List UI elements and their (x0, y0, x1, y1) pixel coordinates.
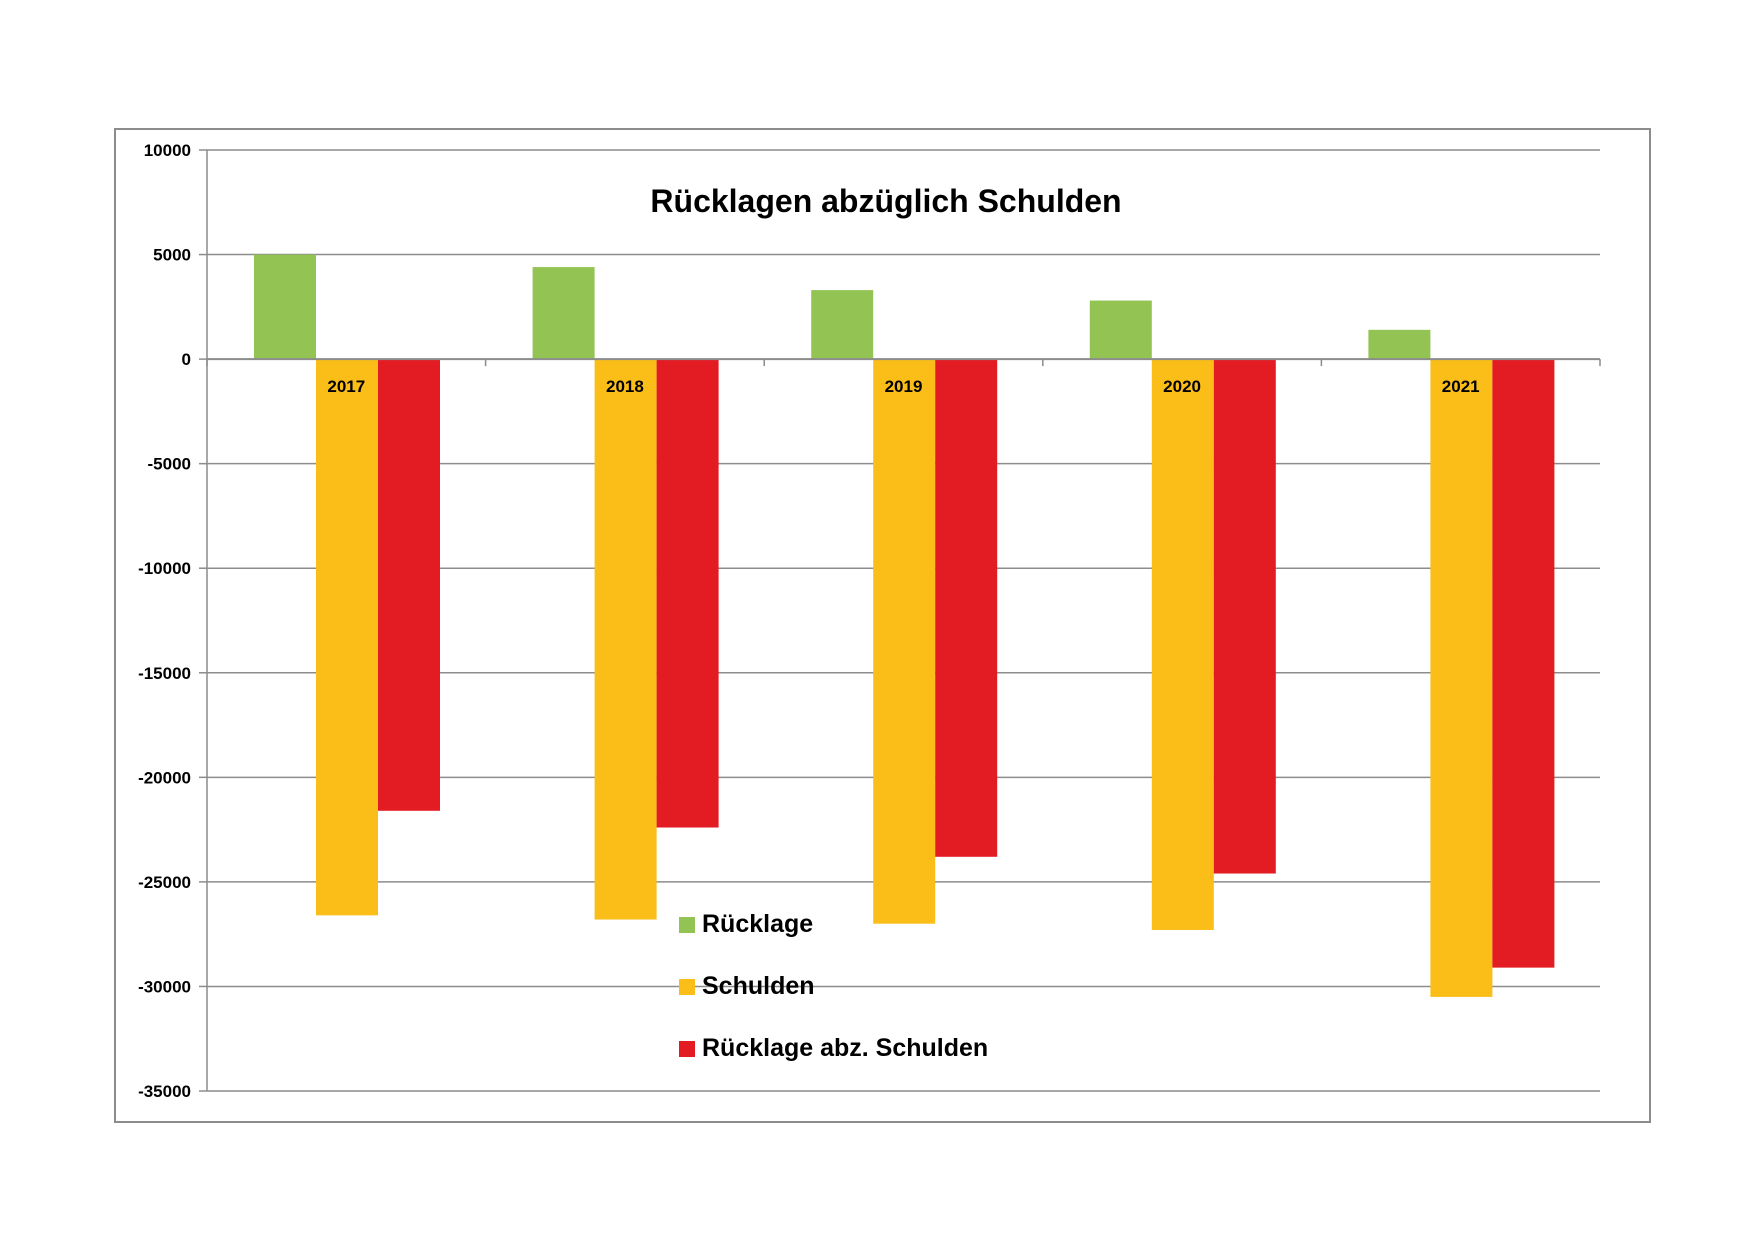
bar-schulden-2017 (316, 359, 378, 916)
bars (254, 254, 1555, 997)
legend-swatch-schulden (679, 979, 695, 995)
bar-ruecklage-2021 (1368, 329, 1431, 360)
y-axis-tick-labels: 10000 5000 0 -5000 -10000 -15000 -20000 -25000 -… (138, 141, 191, 1101)
bar-ruecklage-2019 (811, 290, 874, 360)
legend-swatch-ruecklage (679, 917, 695, 933)
legend: Rücklage Schulden Rücklage abz. Schulden (679, 910, 988, 1062)
y-tick-label: 5000 (153, 246, 191, 265)
bar-schulden-2019 (873, 359, 936, 924)
bar-schulden-2021 (1430, 359, 1493, 997)
bar-schulden-2018 (594, 359, 657, 920)
bar-ruecklage-2017 (254, 254, 316, 360)
chart-title: Rücklagen abzüglich Schulden (650, 183, 1121, 219)
bar-ruecklage-abz-schulden-2021 (1492, 359, 1555, 968)
bar-ruecklage-2020 (1089, 300, 1152, 360)
legend-label-ruecklage: Rücklage (702, 910, 813, 938)
bar-schulden-2020 (1151, 359, 1214, 930)
y-tick-label: 0 (182, 350, 191, 369)
y-tick-label: -10000 (138, 559, 191, 578)
bar-ruecklage-abz-schulden-2017 (378, 359, 440, 811)
y-tick-label: -30000 (138, 977, 191, 996)
chart-frame: 10000 5000 0 -5000 -10000 -15000 -20000 -25000 -… (114, 128, 1651, 1123)
legend-label-ruecklage-abz-schulden: Rücklage abz. Schulden (702, 1034, 988, 1062)
category-label-2017: 2017 (327, 377, 365, 396)
category-label-2020: 2020 (1163, 377, 1201, 396)
bar-ruecklage-abz-schulden-2020 (1213, 359, 1276, 874)
legend-swatch-ruecklage-abz-schulden (679, 1041, 695, 1057)
bar-ruecklage-abz-schulden-2019 (935, 359, 998, 857)
y-tick-label: -5000 (148, 455, 191, 474)
y-tick-label: -35000 (138, 1082, 191, 1101)
y-tick-label: -15000 (138, 664, 191, 683)
y-tick-label: -25000 (138, 873, 191, 892)
category-labels: 2017 2018 2019 2020 2021 (327, 377, 1479, 396)
bar-chart: 10000 5000 0 -5000 -10000 -15000 -20000 -25000 -… (138, 141, 1601, 1101)
category-label-2019: 2019 (885, 377, 923, 396)
y-tick-label: 10000 (144, 141, 191, 160)
bar-ruecklage-abz-schulden-2018 (656, 359, 719, 828)
bar-ruecklage-2018 (532, 267, 595, 360)
legend-label-schulden: Schulden (702, 972, 815, 1000)
category-label-2018: 2018 (606, 377, 644, 396)
y-tick-label: -20000 (138, 768, 191, 787)
axes (206, 150, 1601, 1091)
category-label-2021: 2021 (1442, 377, 1480, 396)
